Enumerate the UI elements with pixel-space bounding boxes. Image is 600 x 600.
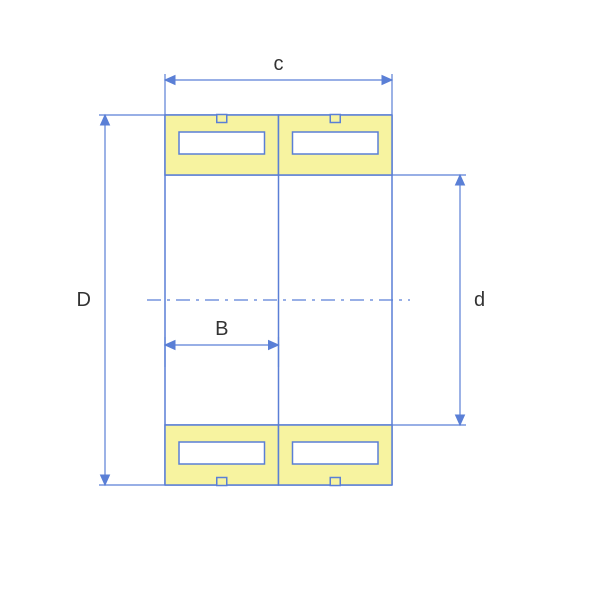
svg-text:c: c	[274, 53, 284, 75]
bearing-cross-section-diagram: c Dd B	[0, 0, 600, 600]
svg-text:d: d	[474, 289, 485, 311]
svg-text:B: B	[215, 318, 228, 340]
svg-text:D: D	[77, 289, 91, 311]
